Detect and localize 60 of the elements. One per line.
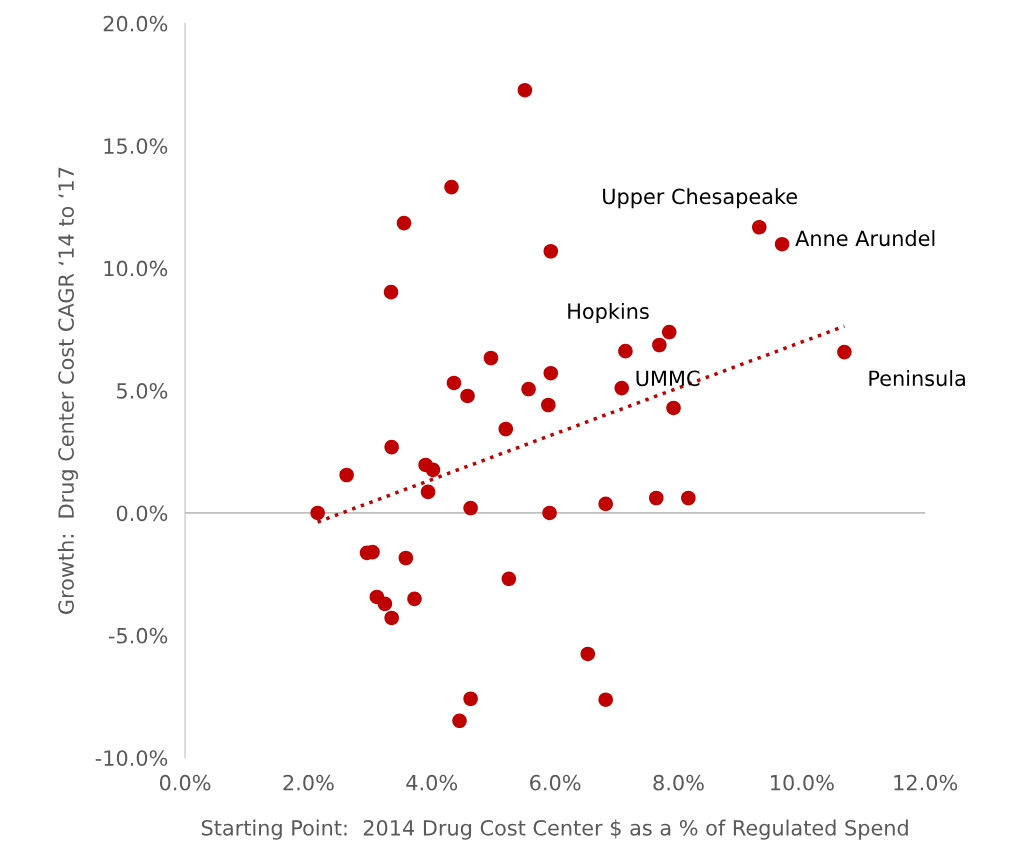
x-axis-title: Starting Point: 2014 Drug Cost Center $ as a % of Regulated Spend xyxy=(201,819,908,840)
y-tick-label: 0.0% xyxy=(116,505,168,522)
annotation: UMMC xyxy=(636,370,700,387)
point xyxy=(420,484,436,500)
y-tick-label: -5.0% xyxy=(108,627,168,644)
point xyxy=(543,243,559,259)
y-tick-label: 5.0% xyxy=(117,383,168,399)
x-tick-label: 2.0% xyxy=(283,774,334,791)
annotation: Upper Chesapeake xyxy=(603,188,797,209)
x-tick-label: 12.0% xyxy=(894,774,958,791)
point xyxy=(446,375,462,391)
point xyxy=(652,337,667,353)
y-tick-label: 20.0% xyxy=(103,15,168,32)
point xyxy=(501,571,517,587)
point xyxy=(598,692,613,708)
point xyxy=(396,215,412,231)
point xyxy=(377,596,393,612)
point xyxy=(661,324,677,340)
point xyxy=(384,610,399,626)
point xyxy=(444,179,459,195)
point xyxy=(681,490,696,506)
point xyxy=(452,713,467,729)
point xyxy=(648,490,664,506)
annotation: Anne Arundel xyxy=(795,230,935,247)
x-tick-label: 10.0% xyxy=(771,774,834,791)
point xyxy=(517,82,533,98)
point xyxy=(752,219,767,235)
point xyxy=(460,388,475,404)
point xyxy=(618,343,633,359)
point xyxy=(837,344,852,360)
point xyxy=(542,505,557,521)
y-axis-title: Growth: Drug Center Cost CAGR ‘14 to ‘17 xyxy=(57,167,79,614)
y-tick-label: 15.0% xyxy=(104,138,168,154)
point xyxy=(398,550,414,566)
point xyxy=(384,439,399,455)
point xyxy=(521,381,536,397)
point xyxy=(463,691,478,707)
point xyxy=(483,350,499,366)
point xyxy=(425,462,441,478)
point xyxy=(310,505,325,521)
point xyxy=(407,591,422,607)
x-tick-label: 8.0% xyxy=(653,774,704,791)
point xyxy=(614,380,630,396)
y-tick-label: -10.0% xyxy=(95,750,168,766)
point xyxy=(580,646,596,662)
x-tick-label: 0.0% xyxy=(159,774,211,791)
point xyxy=(666,400,681,416)
point xyxy=(598,496,613,512)
point xyxy=(543,365,559,381)
x-tick-label: 6.0% xyxy=(530,774,581,791)
point xyxy=(339,467,354,483)
point xyxy=(498,421,514,437)
annotation: Peninsula xyxy=(869,370,965,387)
x-tick-label: 4.0% xyxy=(406,774,458,791)
point xyxy=(541,397,556,413)
point xyxy=(774,236,790,252)
point xyxy=(383,284,399,300)
point xyxy=(463,500,478,516)
y-tick-label: 10.0% xyxy=(104,260,168,277)
annotation: Hopkins xyxy=(568,302,649,324)
